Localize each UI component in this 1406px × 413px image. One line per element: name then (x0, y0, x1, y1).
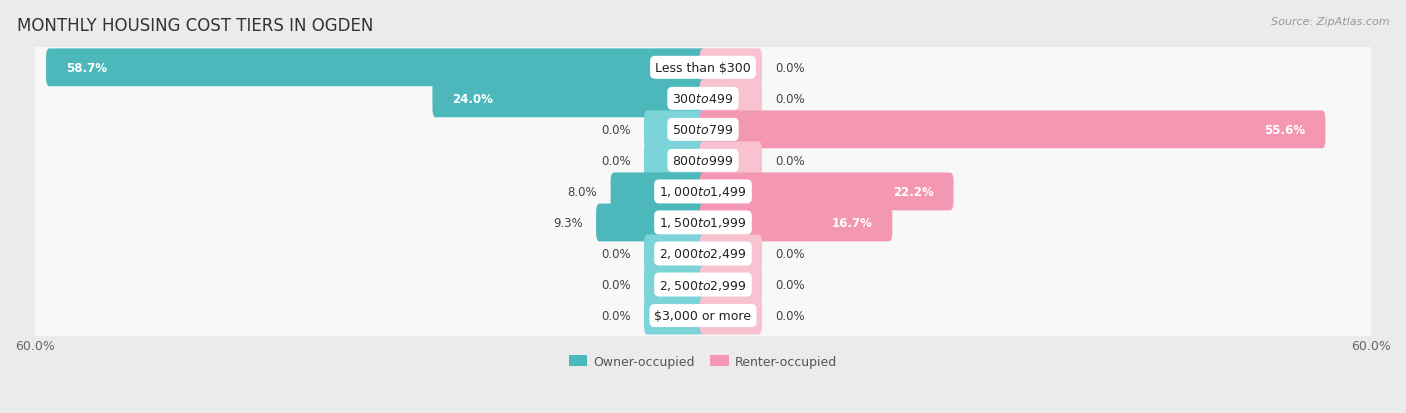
Text: $1,500 to $1,999: $1,500 to $1,999 (659, 216, 747, 230)
FancyBboxPatch shape (596, 204, 706, 242)
Text: 0.0%: 0.0% (775, 278, 806, 291)
FancyBboxPatch shape (700, 80, 762, 118)
FancyBboxPatch shape (46, 49, 706, 87)
Text: 24.0%: 24.0% (453, 93, 494, 106)
Text: MONTHLY HOUSING COST TIERS IN OGDEN: MONTHLY HOUSING COST TIERS IN OGDEN (17, 17, 373, 34)
Text: 8.0%: 8.0% (568, 185, 598, 198)
Text: Source: ZipAtlas.com: Source: ZipAtlas.com (1271, 17, 1389, 26)
FancyBboxPatch shape (27, 106, 1379, 154)
FancyBboxPatch shape (644, 297, 706, 335)
Text: $3,000 or more: $3,000 or more (655, 309, 751, 322)
Text: $2,500 to $2,999: $2,500 to $2,999 (659, 278, 747, 292)
Text: 0.0%: 0.0% (775, 93, 806, 106)
FancyBboxPatch shape (644, 266, 706, 304)
FancyBboxPatch shape (27, 44, 1379, 92)
FancyBboxPatch shape (700, 111, 1326, 149)
Text: $800 to $999: $800 to $999 (672, 154, 734, 168)
Text: $500 to $799: $500 to $799 (672, 123, 734, 137)
FancyBboxPatch shape (700, 204, 893, 242)
FancyBboxPatch shape (700, 235, 762, 273)
FancyBboxPatch shape (27, 168, 1379, 216)
Text: 0.0%: 0.0% (600, 154, 631, 168)
FancyBboxPatch shape (644, 111, 706, 149)
Text: $1,000 to $1,499: $1,000 to $1,499 (659, 185, 747, 199)
Text: $2,000 to $2,499: $2,000 to $2,499 (659, 247, 747, 261)
Text: 16.7%: 16.7% (831, 216, 872, 229)
FancyBboxPatch shape (644, 235, 706, 273)
FancyBboxPatch shape (610, 173, 706, 211)
Text: 0.0%: 0.0% (600, 123, 631, 137)
Text: 22.2%: 22.2% (893, 185, 934, 198)
Text: 0.0%: 0.0% (600, 309, 631, 322)
FancyBboxPatch shape (644, 142, 706, 180)
Text: 0.0%: 0.0% (775, 62, 806, 75)
FancyBboxPatch shape (700, 297, 762, 335)
Text: 55.6%: 55.6% (1264, 123, 1305, 137)
Text: 0.0%: 0.0% (600, 247, 631, 260)
FancyBboxPatch shape (27, 292, 1379, 339)
FancyBboxPatch shape (27, 199, 1379, 247)
Legend: Owner-occupied, Renter-occupied: Owner-occupied, Renter-occupied (564, 350, 842, 373)
Text: 58.7%: 58.7% (66, 62, 107, 75)
Text: $300 to $499: $300 to $499 (672, 93, 734, 106)
Text: 0.0%: 0.0% (775, 247, 806, 260)
FancyBboxPatch shape (700, 173, 953, 211)
FancyBboxPatch shape (27, 137, 1379, 185)
FancyBboxPatch shape (27, 230, 1379, 278)
FancyBboxPatch shape (27, 75, 1379, 123)
FancyBboxPatch shape (700, 49, 762, 87)
Text: Less than $300: Less than $300 (655, 62, 751, 75)
Text: 9.3%: 9.3% (553, 216, 582, 229)
Text: 0.0%: 0.0% (775, 309, 806, 322)
FancyBboxPatch shape (700, 142, 762, 180)
FancyBboxPatch shape (700, 266, 762, 304)
FancyBboxPatch shape (433, 80, 706, 118)
FancyBboxPatch shape (27, 261, 1379, 309)
Text: 0.0%: 0.0% (600, 278, 631, 291)
Text: 0.0%: 0.0% (775, 154, 806, 168)
